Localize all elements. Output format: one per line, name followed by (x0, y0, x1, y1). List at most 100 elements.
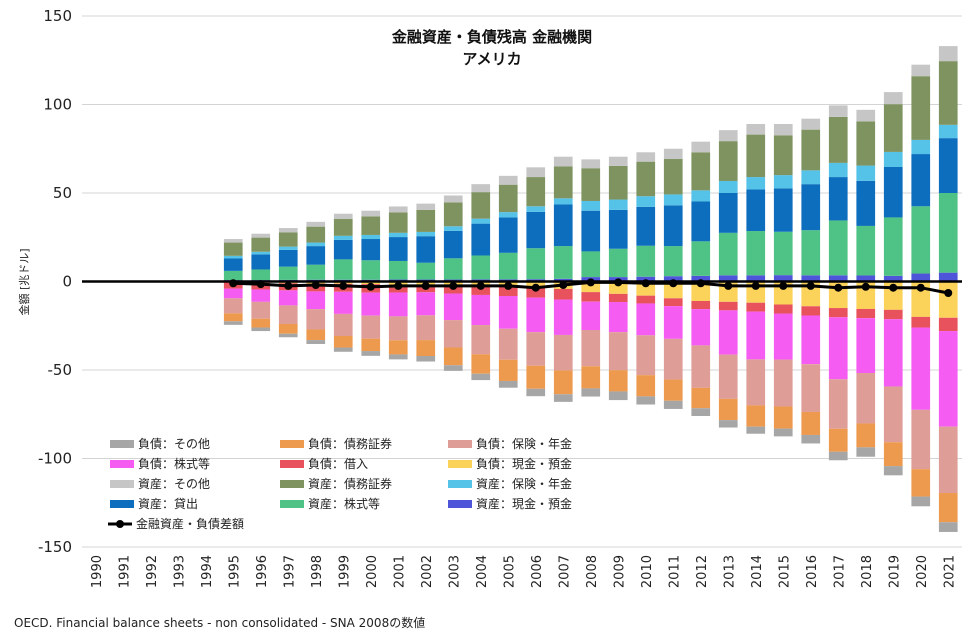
bar-segment (856, 447, 876, 457)
net-point (806, 281, 815, 290)
bar-segment (553, 204, 573, 247)
bar-segment (856, 109, 876, 122)
bar-segment (388, 237, 408, 261)
net-point (531, 283, 540, 292)
bar-segment (608, 293, 628, 303)
bar-segment (361, 351, 381, 356)
bar-segment (251, 269, 271, 281)
bar-segment (498, 296, 518, 329)
bar-segment (388, 292, 408, 317)
bar-segment (553, 156, 573, 167)
legend-label: 負債：債務証券 (308, 436, 392, 451)
net-point (256, 280, 265, 289)
bar-segment (443, 226, 463, 231)
bar-segment (581, 251, 601, 278)
bar-segment (883, 166, 903, 218)
x-tick-label: 2004 (475, 555, 490, 588)
bar-segment (636, 196, 656, 207)
bar-segment (828, 105, 848, 117)
bar-segment (333, 239, 353, 260)
bar-segment (608, 199, 628, 210)
net-point (889, 283, 898, 292)
x-tick-label: 1990 (90, 555, 105, 588)
bar-segment (883, 386, 903, 443)
net-point (696, 279, 705, 288)
bar-segment (306, 340, 326, 344)
bar-segment (938, 46, 958, 62)
bar-segment (526, 388, 546, 397)
bar-segment (663, 276, 683, 282)
bar-segment (691, 241, 711, 276)
bar-segment (443, 202, 463, 227)
source-note: OECD. Financial balance sheets - non con… (14, 616, 426, 630)
bar-segment (608, 302, 628, 333)
bar-segment (361, 239, 381, 261)
bar-segment (306, 246, 326, 265)
bar-segment (223, 255, 243, 259)
bar-segment (306, 329, 326, 341)
x-tick-label: 1993 (172, 555, 187, 588)
bar-segment (388, 354, 408, 360)
legend-swatch (110, 440, 134, 448)
bar-segment (526, 167, 546, 178)
net-point (476, 281, 485, 290)
bar-segment (223, 298, 243, 314)
x-tick-label: 1996 (255, 555, 270, 588)
x-tick-label: 2007 (557, 555, 572, 588)
bar-segment (911, 154, 931, 207)
bar-segment (691, 152, 711, 191)
bar-segment (883, 466, 903, 476)
y-axis-ticks: 150 100 50 0 -50 -100 -150 (38, 7, 72, 556)
bar-segment (333, 213, 353, 220)
bar-segment (746, 359, 766, 406)
net-point (834, 283, 843, 292)
bar-segment (498, 252, 518, 280)
bar-segment (883, 442, 903, 467)
bar-segment (278, 249, 298, 267)
bar-segment (663, 400, 683, 409)
bar-segment (278, 246, 298, 250)
bar-segment (581, 168, 601, 201)
x-tick-label: 1992 (145, 555, 160, 588)
bar-segment (801, 315, 821, 365)
bar-segment (828, 451, 848, 461)
bar-segment (443, 320, 463, 348)
bar-segment (361, 338, 381, 352)
bar-segment (636, 276, 656, 282)
bar-segment (553, 166, 573, 199)
bar-segment (471, 184, 491, 193)
bar-segment (801, 434, 821, 444)
bar-segment (911, 273, 931, 282)
bar-segment (746, 231, 766, 276)
bar-segment (663, 379, 683, 401)
legend-label: 資産：債務証券 (308, 476, 392, 491)
bar-segment (498, 380, 518, 388)
net-point (861, 282, 870, 291)
bar-segment (498, 328, 518, 360)
bar-segment (663, 148, 683, 160)
bar-segment (553, 198, 573, 205)
bar-segment (856, 121, 876, 166)
bar-segment (416, 236, 436, 263)
x-tick-label: 2015 (777, 555, 792, 588)
bar-segment (581, 366, 601, 389)
bar-segment (691, 300, 711, 310)
bar-segment (553, 370, 573, 395)
bar-segment (553, 394, 573, 402)
bar-segment (773, 175, 793, 189)
bar-segment (938, 281, 958, 318)
bar-segment (306, 221, 326, 227)
bar-segment (471, 218, 491, 224)
bar-segment (608, 281, 628, 294)
bar-segment (828, 177, 848, 221)
bar-segment (938, 426, 958, 494)
legend-label: 資産：貸出 (138, 496, 198, 511)
bar-segment (828, 275, 848, 282)
bar-segment (553, 246, 573, 279)
bar-segment (636, 161, 656, 197)
x-tick-label: 1995 (227, 555, 242, 588)
net-point (669, 279, 678, 288)
bar-segment (911, 139, 931, 155)
bar-segment (746, 311, 766, 360)
x-tick-label: 2003 (447, 555, 462, 588)
